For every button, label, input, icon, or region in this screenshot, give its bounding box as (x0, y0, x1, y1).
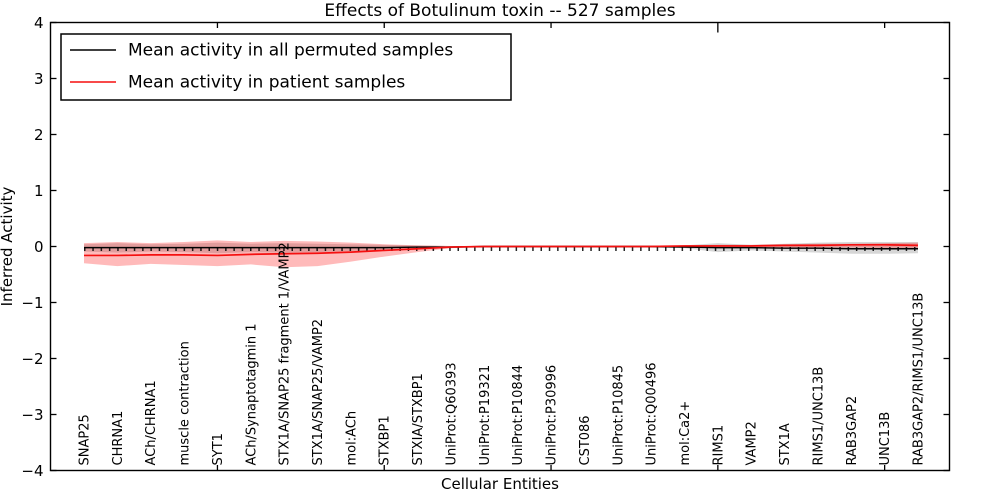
y-tick-label: −2 (21, 350, 43, 368)
x-category-label: UniProt:P10844 (511, 365, 526, 466)
chart-content: 4 3 2 1 0 −1 −2 −3 −4 SNAP25 CHRNA1 ACh/CHRNA1 muscl… (21, 14, 950, 480)
x-category-label: CHRNA1 (111, 411, 126, 466)
legend-label-permuted: Mean activity in all permuted samples (128, 41, 453, 61)
x-category-label: UniProt:Q60393 (444, 362, 459, 465)
y-axis-label: Inferred Activity (0, 186, 16, 306)
x-category-label: UniProt:P30996 (545, 365, 560, 466)
x-category-label: STXIA/STXBP1 (411, 373, 426, 465)
x-category-label: RIMS1/UNC13B (811, 367, 826, 466)
x-category-label: mol:ACh (344, 411, 359, 466)
x-category-label: RIMS1 (711, 425, 726, 466)
line-patient-mean (84, 243, 919, 257)
x-category-label: UniProt:P10845 (611, 365, 626, 466)
x-category-label: ACh/Synaptotagmin 1 (244, 323, 259, 465)
x-category-label: SYT1 (211, 433, 226, 465)
y-tick-label: −1 (21, 294, 43, 312)
x-category-label: mol:Ca2+ (678, 401, 693, 466)
legend-box (60, 33, 512, 101)
y-tick-label: −4 (21, 462, 43, 480)
x-category-label: SNAP25 (78, 414, 93, 465)
legend: Mean activity in all permuted samples Me… (60, 33, 512, 101)
y-tick-label: 1 (34, 182, 44, 200)
x-category-label: UniProt:P19321 (478, 365, 493, 466)
x-category-label: STX1A/SNAP25 fragment 1/VAMP2 (278, 242, 293, 465)
y-tick-label: 0 (34, 238, 44, 256)
x-category-label: UniProt:Q00496 (645, 362, 660, 465)
x-category-label: RAB3GAP2 (845, 396, 860, 466)
y-tick-label: 4 (34, 14, 44, 32)
y-tick-label: 2 (34, 126, 44, 144)
x-category-label: STX1A (778, 423, 793, 465)
x-category-label: muscle contraction (178, 341, 193, 465)
x-category-label: STXBP1 (378, 415, 393, 465)
x-category-label: STX1A/SNAP25/VAMP2 (311, 319, 326, 466)
x-axis-label: Cellular Entities (441, 475, 559, 493)
y-tick-label: 3 (34, 70, 44, 88)
x-category-label: UNC13B (878, 412, 893, 466)
x-category-label: RAB3GAP2/RIMS1/UNC13B (912, 293, 927, 466)
y-tick-label: −3 (21, 406, 43, 424)
x-category-label: ACh/CHRNA1 (144, 380, 159, 465)
legend-label-patient: Mean activity in patient samples (128, 73, 405, 93)
x-category-label: CST086 (578, 415, 593, 465)
x-category-label: VAMP2 (745, 421, 760, 465)
chart-title: Effects of Botulinum toxin -- 527 sample… (324, 1, 675, 21)
